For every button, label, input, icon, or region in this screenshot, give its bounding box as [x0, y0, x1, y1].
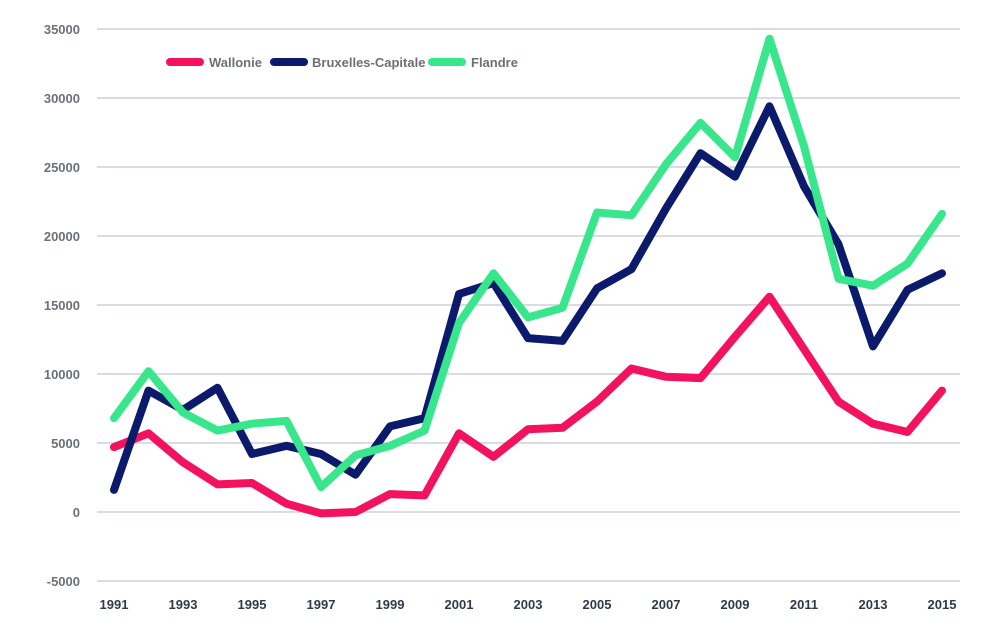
legend-item-wallonie: Wallonie — [166, 55, 262, 70]
y-axis-tick-labels: 35000 30000 25000 20000 15000 10000 5000 0 -5000 — [44, 22, 80, 589]
x-tick-label: 2015 — [928, 597, 957, 612]
legend-label-bruxelles-capitale: Bruxelles-Capitale — [312, 55, 425, 70]
y-tick-label: 20000 — [44, 229, 80, 244]
x-tick-label: 1991 — [100, 597, 129, 612]
x-tick-label: 1995 — [238, 597, 267, 612]
y-tick-label: 10000 — [44, 367, 80, 382]
x-tick-label: 2003 — [514, 597, 543, 612]
y-tick-label: 25000 — [44, 160, 80, 175]
x-tick-label: 1999 — [376, 597, 405, 612]
x-tick-label: 2013 — [859, 597, 888, 612]
x-tick-label: 2009 — [721, 597, 750, 612]
gridlines — [97, 28, 960, 582]
legend-item-flandre: Flandre — [428, 55, 518, 70]
series-line-flandre — [110, 34, 946, 492]
legend-label-flandre: Flandre — [471, 55, 518, 70]
y-tick-label: 30000 — [44, 91, 80, 106]
legend-label-wallonie: Wallonie — [209, 55, 262, 70]
y-tick-label: -5000 — [47, 574, 80, 589]
x-tick-label: 1997 — [307, 597, 336, 612]
y-tick-label: 0 — [73, 505, 80, 520]
x-tick-label: 1993 — [169, 597, 198, 612]
x-tick-label: 2001 — [445, 597, 474, 612]
y-tick-label: 15000 — [44, 298, 80, 313]
x-tick-label: 2011 — [790, 597, 818, 612]
y-tick-label: 35000 — [44, 22, 80, 37]
legend: Wallonie Bruxelles-Capitale Flandre — [166, 55, 518, 70]
x-tick-label: 2005 — [583, 597, 612, 612]
x-axis-tick-labels: 1991 1993 1995 1997 1999 2001 2003 2005 2007 2009… — [100, 597, 957, 612]
legend-item-bruxelles-capitale: Bruxelles-Capitale — [270, 55, 425, 70]
y-tick-label: 5000 — [51, 436, 80, 451]
x-tick-label: 2007 — [652, 597, 681, 612]
series-line-wallonie — [110, 292, 946, 518]
series-line-bruxelles-capitale — [110, 102, 946, 494]
series-lines — [110, 34, 946, 518]
